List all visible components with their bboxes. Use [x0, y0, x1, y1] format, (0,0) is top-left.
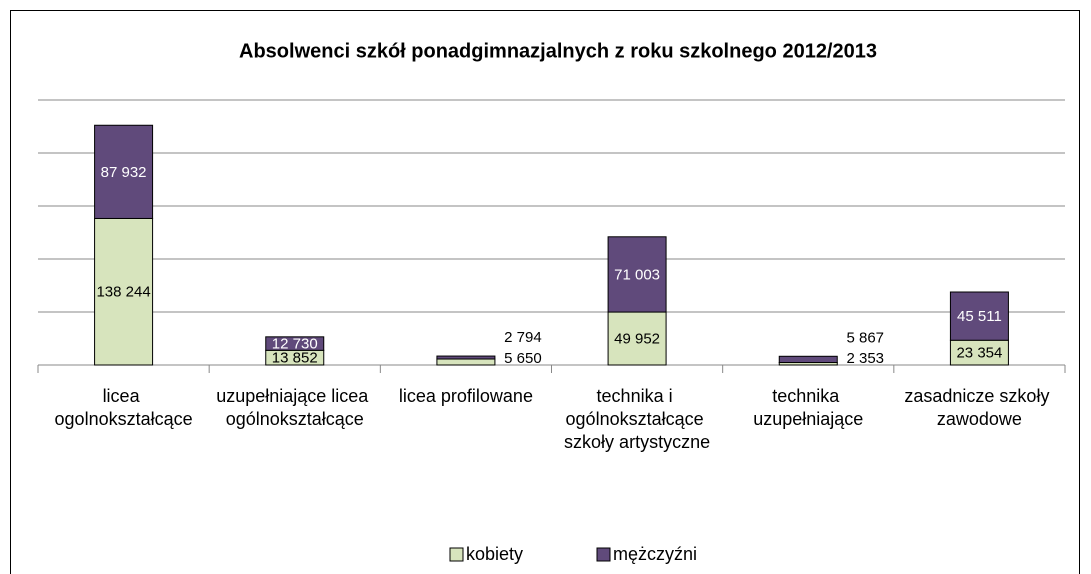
bar-segment [265, 336, 325, 351]
chart-frame [10, 10, 1080, 574]
bar-segment [436, 358, 496, 366]
x-tick-label: licea profilowane [399, 386, 533, 406]
x-tick-label: licea ogolnokształcące [55, 386, 193, 429]
data-label: 2 353 [846, 350, 884, 367]
data-label: 5 650 [504, 350, 542, 367]
bar-segment [778, 355, 838, 364]
bar-segment [94, 124, 154, 219]
bar-segment [949, 339, 1009, 366]
data-label: 49 952 [614, 330, 660, 347]
data-label: 138 244 [96, 284, 150, 301]
x-tick-label: zasadnicze szkoły zawodowe [904, 386, 1054, 429]
legend-swatch [596, 547, 611, 562]
data-label: 71 003 [614, 266, 660, 283]
x-tick-label: technika i ogólnokształcące szkoły artys… [564, 386, 710, 452]
data-label: 45 511 [957, 308, 1002, 325]
data-label: 23 354 [956, 345, 1002, 362]
data-label: 2 794 [504, 329, 542, 346]
bar-segment [949, 291, 1009, 341]
data-label: 87 932 [101, 164, 147, 181]
legend-label: mężczyźni [613, 544, 697, 564]
legend-swatch [449, 547, 464, 562]
data-label: 5 867 [846, 329, 884, 346]
x-tick-label: uzupełniające licea ogólnokształcące [216, 386, 373, 429]
x-tick-label: technika uzupełniające [753, 386, 863, 429]
bar-segment [94, 217, 154, 366]
bar-segment [436, 355, 496, 360]
bar-segment [607, 236, 667, 313]
legend-label: kobiety [466, 544, 523, 564]
chart-title: Absolwenci szkół ponadgimnazjalnych z ro… [239, 40, 877, 62]
data-label: 13 852 [272, 350, 318, 367]
data-label: 12 730 [272, 336, 318, 353]
